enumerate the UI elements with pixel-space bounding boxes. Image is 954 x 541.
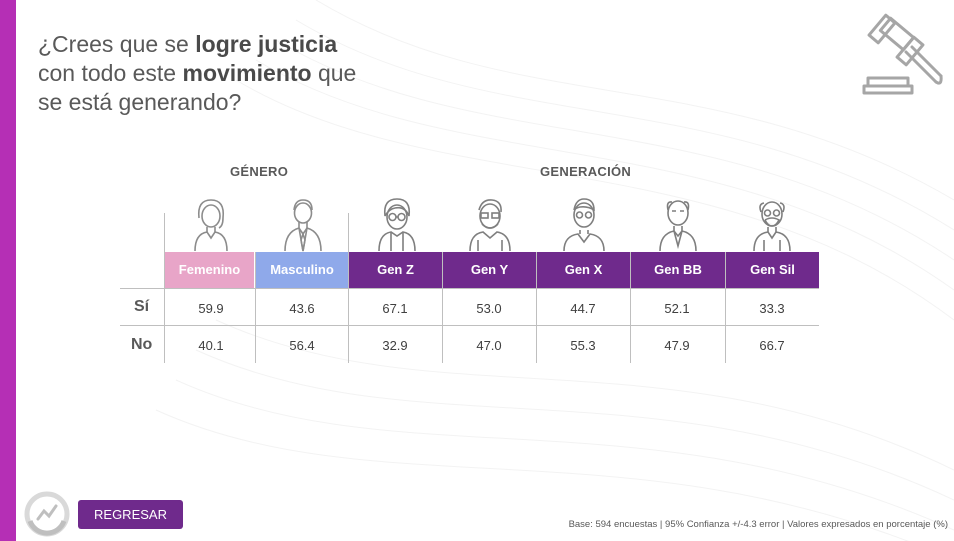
woman-icon (194, 199, 228, 252)
table-cell: 32.9 (382, 338, 408, 353)
title-text: que se está generando? (38, 60, 357, 115)
table-cell: 52.1 (664, 301, 690, 316)
table-cell: 59.9 (198, 301, 224, 316)
gen-z-icon-cell (350, 190, 444, 252)
table-cell: 43.6 (289, 301, 315, 316)
gen-x-icon-cell (537, 190, 631, 252)
row-label-no: No (131, 336, 153, 353)
group-label-generacion: GENERACIÓN (540, 164, 632, 179)
gen-bb-icon-cell (631, 190, 725, 252)
group-label-genero: GÉNERO (230, 164, 289, 179)
row-label-si: Sí (134, 298, 150, 315)
table-divider (442, 252, 443, 363)
table-cell: 66.7 (759, 338, 785, 353)
table-cell: 40.1 (198, 338, 224, 353)
header-gen-y: Gen Y (443, 252, 536, 288)
gen-z-person-icon (378, 198, 416, 252)
title-text: con todo este (38, 60, 183, 86)
man-icon-cell (256, 190, 350, 252)
back-button[interactable]: REGRESAR (78, 500, 183, 529)
left-accent-bar (0, 0, 16, 541)
table-cell: 55.3 (570, 338, 596, 353)
man-icon (284, 199, 322, 252)
table-cell: 44.7 (570, 301, 596, 316)
header-gen-bb: Gen BB (631, 252, 725, 288)
title-emphasis: justicia (257, 31, 338, 57)
gen-bb-person-icon (659, 200, 697, 252)
header-masculino: Masculino (256, 252, 348, 288)
table-divider (255, 252, 256, 363)
table-cell: 47.0 (476, 338, 502, 353)
table-cell: 47.9 (664, 338, 690, 353)
header-gen-z: Gen Z (349, 252, 442, 288)
header-gen-x: Gen X (537, 252, 630, 288)
brand-logo-icon (24, 491, 70, 537)
table-cell: 56.4 (289, 338, 315, 353)
title-emphasis: movimiento (182, 60, 312, 86)
table-cell: 33.3 (759, 301, 785, 316)
gen-sil-person-icon (753, 201, 791, 252)
table-rule-middle (120, 325, 819, 326)
woman-icon-cell (164, 190, 258, 252)
page-title: ¿Crees que se logre justicia con todo es… (38, 30, 378, 117)
title-text: ¿Crees que se (38, 31, 196, 57)
table-divider (725, 252, 726, 363)
title-emphasis: logre (195, 31, 252, 57)
gen-y-person-icon (469, 199, 511, 252)
table-cell: 67.1 (382, 301, 408, 316)
header-femenino: Femenino (165, 252, 254, 288)
gen-y-icon-cell (443, 190, 537, 252)
table-divider (536, 252, 537, 363)
table-divider (630, 252, 631, 363)
gen-sil-icon-cell (725, 190, 819, 252)
header-gen-sil: Gen Sil (726, 252, 819, 288)
background-wave-pattern (155, 0, 954, 541)
gen-x-person-icon (563, 198, 605, 252)
gavel-icon (862, 13, 943, 95)
footer-note: Base: 594 encuestas | 95% Confianza +/-4… (568, 519, 948, 530)
table-cell: 53.0 (476, 301, 502, 316)
table-rule-top (120, 288, 819, 289)
